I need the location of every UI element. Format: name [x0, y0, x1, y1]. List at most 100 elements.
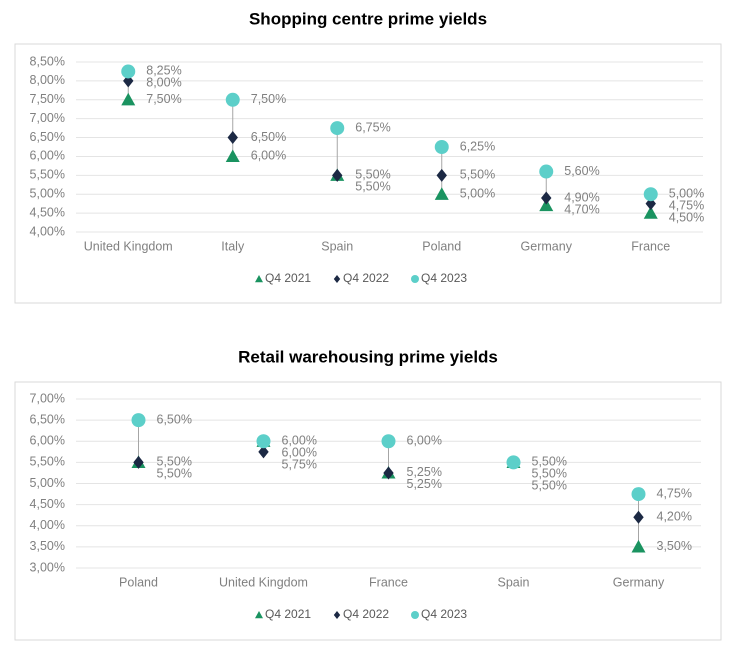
data-label: 5,25% — [407, 477, 442, 491]
y-tick-label: 4,50% — [30, 497, 65, 511]
data-label: 4,75% — [657, 486, 692, 500]
legend-label: Q4 2021 — [265, 271, 311, 285]
data-point — [131, 413, 146, 428]
x-tick-label: Italy — [221, 239, 245, 253]
y-tick-label: 6,00% — [30, 149, 65, 163]
legend-label: Q4 2022 — [343, 271, 389, 285]
x-tick-label: Spain — [498, 575, 530, 589]
data-point — [258, 445, 269, 459]
legend-marker — [333, 611, 341, 619]
data-point — [506, 455, 521, 470]
data-label: 5,00% — [669, 187, 704, 201]
data-label: 4,20% — [657, 510, 692, 524]
data-point — [539, 164, 554, 179]
data-label: 5,50% — [532, 467, 567, 481]
y-tick-label: 5,50% — [30, 168, 65, 182]
y-tick-label: 5,50% — [30, 455, 65, 469]
legend-marker — [411, 275, 419, 283]
data-label: 5,50% — [355, 168, 390, 182]
data-point — [256, 434, 271, 449]
data-point — [121, 92, 136, 106]
data-label: 8,25% — [146, 64, 181, 78]
data-label: 6,00% — [282, 446, 317, 460]
legend-label: Q4 2021 — [265, 607, 311, 621]
y-tick-label: 4,50% — [30, 205, 65, 219]
y-tick-label: 7,50% — [30, 92, 65, 106]
data-point — [332, 168, 343, 182]
data-label: 4,70% — [564, 202, 599, 216]
data-point — [133, 455, 144, 469]
data-label: 5,50% — [157, 455, 192, 469]
y-tick-label: 5,00% — [30, 476, 65, 490]
data-label: 5,60% — [564, 164, 599, 178]
y-tick-label: 8,00% — [30, 73, 65, 87]
legend-marker — [333, 275, 341, 283]
data-label: 6,00% — [407, 434, 442, 448]
data-label: 5,00% — [460, 187, 495, 201]
chart-title: Retail warehousing prime yields — [238, 347, 498, 366]
x-tick-label: Germany — [613, 575, 665, 589]
data-point — [434, 140, 449, 154]
data-label: 5,50% — [532, 455, 567, 469]
y-tick-label: 5,00% — [30, 187, 65, 201]
data-point — [631, 487, 646, 502]
x-tick-label: United Kingdom — [84, 239, 173, 253]
chart-frame — [14, 43, 722, 304]
data-point — [225, 149, 240, 163]
x-tick-label: France — [369, 575, 408, 589]
data-label: 6,75% — [355, 120, 390, 134]
y-tick-label: 3,50% — [30, 539, 65, 553]
data-label: 3,50% — [657, 539, 692, 553]
x-tick-label: Spain — [321, 239, 353, 253]
data-label: 8,00% — [146, 76, 181, 90]
data-point — [643, 206, 658, 219]
data-point — [633, 510, 644, 524]
y-tick-label: 6,50% — [30, 412, 65, 426]
data-point — [330, 121, 345, 136]
data-label: 7,50% — [146, 92, 181, 106]
data-label: 4,50% — [669, 211, 704, 225]
legend-marker — [255, 275, 263, 283]
y-tick-label: 6,50% — [30, 130, 65, 144]
x-tick-label: United Kingdom — [219, 575, 308, 589]
data-point — [541, 191, 552, 205]
data-label: 5,50% — [157, 467, 192, 481]
y-tick-label: 3,00% — [30, 560, 65, 574]
data-label: 5,50% — [355, 180, 390, 194]
y-tick-label: 7,00% — [30, 111, 65, 125]
legend-label: Q4 2022 — [343, 607, 389, 621]
x-tick-label: France — [631, 239, 670, 253]
y-tick-label: 7,00% — [30, 391, 65, 405]
y-tick-label: 6,00% — [30, 434, 65, 448]
y-tick-label: 8,50% — [30, 54, 65, 68]
y-tick-label: 4,00% — [30, 224, 65, 238]
data-label: 5,75% — [282, 458, 317, 472]
x-tick-label: Poland — [422, 239, 461, 253]
data-label: 6,50% — [251, 130, 286, 144]
data-label: 6,50% — [157, 412, 192, 426]
legend-marker — [255, 611, 263, 619]
data-point — [383, 466, 394, 480]
data-label: 6,00% — [282, 434, 317, 448]
data-label: 5,50% — [532, 479, 567, 493]
chart-title: Shopping centre prime yields — [249, 9, 487, 28]
data-point — [539, 198, 554, 212]
data-point — [227, 131, 238, 145]
chart-frame — [14, 381, 722, 641]
data-point — [631, 539, 646, 553]
x-tick-label: Germany — [521, 239, 573, 253]
data-point — [434, 187, 449, 200]
data-label: 7,50% — [251, 92, 286, 106]
data-point — [643, 187, 658, 202]
data-point — [436, 168, 447, 182]
data-label: 4,90% — [564, 190, 599, 204]
data-label: 6,25% — [460, 139, 495, 153]
data-point — [121, 64, 136, 79]
data-label: 4,75% — [669, 199, 704, 213]
legend-label: Q4 2023 — [421, 271, 467, 285]
data-label: 5,50% — [460, 168, 495, 182]
x-tick-label: Poland — [119, 575, 158, 589]
y-tick-label: 4,00% — [30, 518, 65, 532]
data-point — [381, 434, 396, 449]
